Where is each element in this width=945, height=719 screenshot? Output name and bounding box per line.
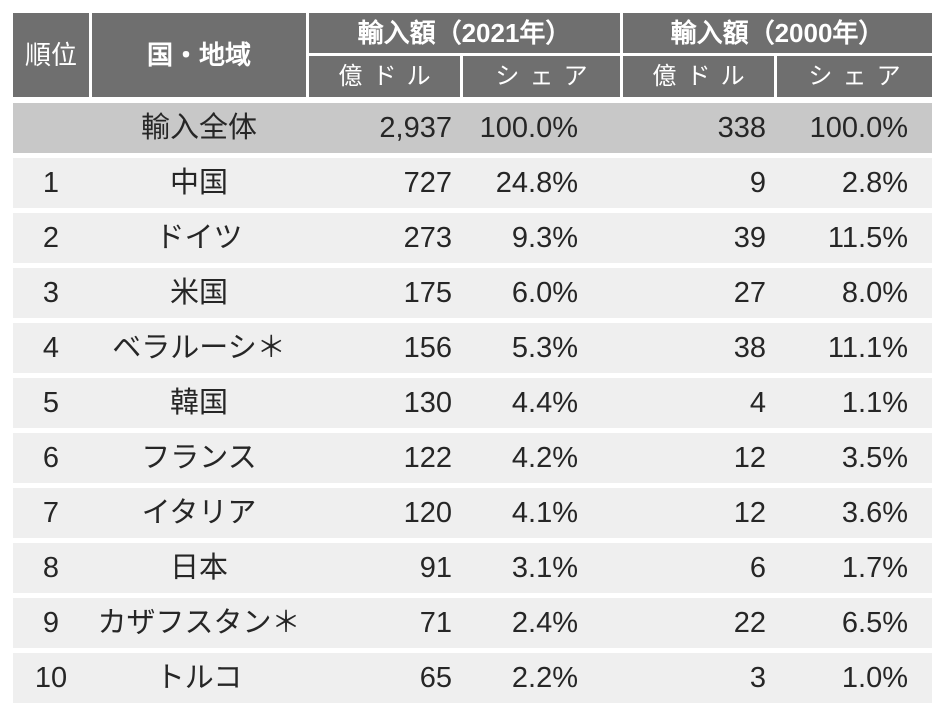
share-2000-cell: 1.7% (841, 551, 908, 584)
share-2021-cell: 6.0% (511, 276, 578, 309)
share-2000-cell: 11.5% (827, 221, 908, 254)
amount-2021-cell: 156 (403, 331, 452, 364)
amount-2021-cell: 130 (403, 386, 452, 419)
table-row: 7 イタリア 120 4.1% 12 3.6% (13, 488, 932, 538)
share-2000-cell: 1.0% (841, 661, 908, 694)
rank-cell: 5 (42, 386, 60, 419)
country-cell: フランス (141, 441, 257, 474)
amount-2021-cell: 175 (403, 276, 452, 309)
share-2000-cell: 1.1% (841, 386, 908, 419)
share-2000-cell: 6.5% (841, 606, 908, 639)
share-2000-cell: 3.6% (841, 496, 908, 529)
amount-2000-cell: 6 (749, 551, 766, 584)
header-share-2000: シェア (777, 56, 932, 97)
table-row: 9 カザフスタン＊ 71 2.4% 22 6.5% (13, 598, 932, 648)
amount-2000-cell: 9 (749, 166, 766, 199)
country-cell: 韓国 (169, 386, 228, 419)
table-header: 順位 国・地域 輸入額（2021年） 輸入額（2000年） 億ドル シェア 億ド… (13, 13, 932, 97)
table-row: 1 中国 727 24.8% 9 2.8% (13, 158, 932, 208)
share-2000-cell: 8.0% (841, 276, 908, 309)
rank-cell: 8 (42, 551, 60, 584)
share-2000-cell: 100.0% (809, 111, 908, 144)
table-row: 10 トルコ 65 2.2% 3 1.0% (13, 653, 932, 703)
country-cell: イタリア (141, 496, 257, 529)
rank-cell: 6 (42, 441, 60, 474)
share-2021-cell: 2.4% (511, 606, 578, 639)
header-country: 国・地域 (92, 13, 306, 97)
country-cell: カザフスタン＊ (97, 606, 301, 639)
amount-2000-cell: 27 (733, 276, 766, 309)
share-2000-cell: 11.1% (827, 331, 908, 364)
share-2021-cell: 9.3% (511, 221, 578, 254)
amount-2021-cell: 273 (403, 221, 452, 254)
country-cell: ドイツ (155, 221, 243, 254)
amount-2021-cell: 71 (419, 606, 452, 639)
amount-2000-cell: 38 (733, 331, 766, 364)
table-row: 4 ベラルーシ＊ 156 5.3% 38 11.1% (13, 323, 932, 373)
rank-cell: 9 (42, 606, 60, 639)
header-rank: 順位 (13, 13, 89, 97)
share-2021-cell: 4.4% (511, 386, 578, 419)
amount-2021-cell: 2,937 (379, 111, 452, 144)
country-cell: 中国 (169, 166, 228, 199)
table-row: 3 米国 175 6.0% 27 8.0% (13, 268, 932, 318)
table-row: 2 ドイツ 273 9.3% 39 11.5% (13, 213, 932, 263)
header-group-2000: 輸入額（2000年） (623, 13, 932, 53)
share-2000-cell: 2.8% (841, 166, 908, 199)
share-2021-cell: 100.0% (479, 111, 578, 144)
share-2000-cell: 3.5% (841, 441, 908, 474)
amount-2000-cell: 39 (733, 221, 766, 254)
share-2021-cell: 3.1% (511, 551, 578, 584)
header-amount-2021: 億ドル (309, 56, 460, 97)
share-2021-cell: 5.3% (511, 331, 578, 364)
country-cell: 日本 (169, 551, 228, 584)
header-amount-2000: 億ドル (623, 56, 774, 97)
amount-2021-cell: 65 (419, 661, 452, 694)
country-cell: トルコ (155, 661, 243, 694)
rank-cell: 10 (34, 661, 68, 694)
amount-2021-cell: 727 (403, 166, 452, 199)
amount-2000-cell: 4 (749, 386, 766, 419)
amount-2021-cell: 122 (403, 441, 452, 474)
share-2021-cell: 2.2% (511, 661, 578, 694)
share-2021-cell: 24.8% (495, 166, 578, 199)
amount-2000-cell: 12 (733, 441, 766, 474)
rank-cell: 7 (42, 496, 60, 529)
amount-2021-cell: 120 (403, 496, 452, 529)
share-2021-cell: 4.2% (511, 441, 578, 474)
rank-cell: 1 (42, 166, 60, 199)
amount-2000-cell: 22 (733, 606, 766, 639)
rank-cell: 2 (42, 221, 60, 254)
amount-2000-cell: 12 (733, 496, 766, 529)
amount-2000-cell: 3 (749, 661, 766, 694)
table-row: 8 日本 91 3.1% 6 1.7% (13, 543, 932, 593)
import-table: 順位 国・地域 輸入額（2021年） 輸入額（2000年） 億ドル シェア 億ド… (13, 13, 932, 703)
country-cell: 輸入全体 (140, 111, 257, 144)
rank-cell: 3 (42, 276, 60, 309)
table-row: 5 韓国 130 4.4% 4 1.1% (13, 378, 932, 428)
country-cell: 米国 (169, 276, 228, 309)
header-share-2021: シェア (463, 56, 620, 97)
header-group-2021: 輸入額（2021年） (309, 13, 620, 53)
share-2021-cell: 4.1% (511, 496, 578, 529)
total-row: 輸入全体 2,937 100.0% 338 100.0% (13, 103, 932, 153)
rank-cell: 4 (42, 331, 60, 364)
country-cell: ベラルーシ＊ (112, 331, 286, 364)
table-row: 6 フランス 122 4.2% 12 3.5% (13, 433, 932, 483)
amount-2021-cell: 91 (419, 551, 452, 584)
amount-2000-cell: 338 (717, 111, 766, 144)
